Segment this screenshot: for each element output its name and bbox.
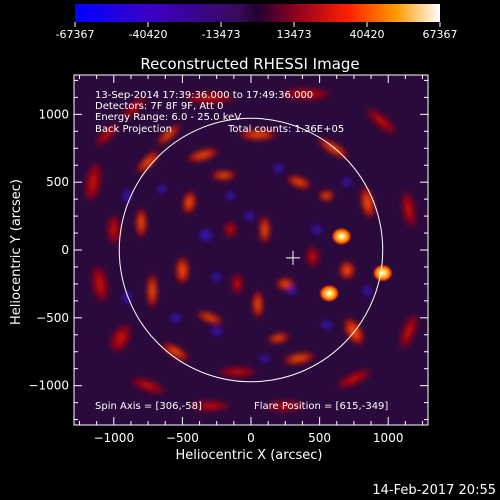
- colorbar-gradient: [75, 4, 440, 22]
- plot-area: −1000 −500 0 500 1000 −1000 −500 0 500 1000 13-Se…: [28, 74, 429, 445]
- fringe-pattern: [84, 87, 419, 412]
- fringe-blob: [211, 270, 222, 284]
- fringe-blob: [285, 175, 313, 190]
- colorbar-tick-label: 13473: [276, 28, 311, 41]
- y-tick-label: −1000: [28, 379, 69, 393]
- y-tick-label: 0: [61, 243, 69, 257]
- fringe-blob: [305, 245, 320, 268]
- fringe-blob: [266, 332, 291, 344]
- x-tick-label: 0: [247, 431, 255, 445]
- axis-ticks: [74, 75, 428, 425]
- fringe-blob: [272, 163, 285, 174]
- fringe-blob: [252, 289, 264, 320]
- fringe-blob: [135, 206, 147, 240]
- fringe-blob: [195, 310, 225, 325]
- fringe-blob: [335, 368, 373, 390]
- fringe-blob: [311, 224, 323, 236]
- info-total-counts: Total counts: 1.36E+05: [227, 124, 344, 135]
- fringe-blob: [168, 313, 183, 323]
- x-tick-label: 500: [308, 431, 331, 445]
- colorbar-ticks: -67367 -40420 -13473 13473 40420 67367: [56, 22, 458, 41]
- fringe-blob: [216, 366, 258, 378]
- colorbar-tick-label: -67367: [56, 28, 95, 41]
- fringe-blob: [318, 190, 335, 202]
- fringe-blob: [259, 214, 271, 245]
- axis-tick-labels: −1000 −500 0 500 1000 −1000 −500 0 500 1000: [28, 107, 403, 445]
- fringe-blob: [182, 91, 238, 105]
- fringe-blob: [185, 148, 221, 163]
- fringe-blob: [257, 354, 272, 363]
- colorbar-tick-label: 67367: [423, 28, 458, 41]
- fringe-blob: [237, 129, 279, 141]
- spin-axis-text: Spin Axis = [306,-58]: [95, 401, 202, 412]
- y-tick-label: −500: [36, 311, 69, 325]
- bright-source: [318, 284, 340, 303]
- y-tick-label: 1000: [38, 107, 69, 121]
- flare-position-text: Flare Position = [615,-349]: [254, 401, 388, 412]
- fringe-blob: [187, 400, 232, 412]
- fringe-blob: [278, 87, 334, 101]
- fringe-blob: [91, 263, 109, 305]
- fringe-blob: [175, 255, 190, 286]
- fringe-blob: [146, 271, 158, 310]
- info-time-range: 13-Sep-2014 17:39:36.000 to 17:49:36.000: [95, 90, 313, 101]
- info-detectors: Detectors: 7F 8F 9F, Att 0: [95, 101, 223, 112]
- heatmap-image: [84, 87, 419, 412]
- fringe-blob: [360, 184, 376, 221]
- fringe-blob: [399, 311, 419, 351]
- fringe-blob: [343, 316, 365, 347]
- fringe-blob: [341, 177, 353, 187]
- fringe-blob: [362, 283, 373, 298]
- chart-title: Reconstructed RHESSI Image: [140, 55, 359, 73]
- fringe-blob: [224, 190, 236, 201]
- solar-limb-circle: [118, 117, 384, 383]
- fringe-blob: [198, 228, 214, 242]
- fringe-blob: [365, 107, 398, 136]
- fringe-blob: [316, 137, 351, 159]
- fringe-blob: [156, 184, 168, 194]
- fringe-blob: [161, 342, 191, 362]
- fringe-blob: [122, 95, 147, 120]
- flare-position-marker: [285, 250, 300, 265]
- bright-source: [331, 227, 352, 246]
- y-tick-label: 500: [46, 175, 69, 189]
- fringe-blob: [108, 323, 133, 354]
- fringe-blob: [286, 285, 298, 296]
- fringe-blob: [319, 319, 334, 330]
- fringe-blob: [106, 213, 121, 247]
- info-method: Back Projection: [95, 124, 172, 135]
- fringe-blob: [281, 352, 317, 365]
- bright-source: [372, 264, 394, 282]
- fringe-blob: [135, 149, 161, 175]
- fringe-blob: [182, 190, 197, 215]
- colorbar-tick-label: 40420: [349, 28, 384, 41]
- info-energy-range: Energy Range: 6.0 - 25.0 keV: [95, 112, 241, 123]
- info-block: 13-Sep-2014 17:39:36.000 to 17:49:36.000…: [95, 90, 344, 135]
- fringe-blob: [263, 400, 308, 412]
- x-tick-label: −1000: [93, 431, 134, 445]
- footer-date: 14-Feb-2017 20:55: [372, 483, 496, 498]
- fringe-blob: [155, 123, 182, 146]
- fringe-blob: [94, 122, 120, 147]
- colorbar-tick-label: -13473: [202, 28, 241, 41]
- fringe-blob: [338, 260, 356, 280]
- fringe-blob: [231, 272, 244, 295]
- x-tick-label: −500: [166, 431, 199, 445]
- fringe-blob: [129, 376, 167, 395]
- x-tick-label: 1000: [373, 431, 404, 445]
- fringe-blob: [122, 187, 133, 204]
- x-axis-label: Heliocentric X (arcsec): [176, 448, 323, 463]
- fringe-blob: [223, 221, 238, 238]
- fringe-blob: [244, 210, 256, 222]
- fringe-blob: [84, 160, 103, 204]
- y-axis-label: Heliocentric Y (arcsec): [9, 179, 24, 325]
- fringe-blob: [401, 188, 417, 230]
- fringe-blob: [209, 170, 238, 181]
- colorbar: -67367 -40420 -13473 13473 40420 67367: [56, 4, 458, 41]
- fringe-blob: [209, 326, 224, 337]
- colorbar-tick-label: -40420: [129, 28, 168, 41]
